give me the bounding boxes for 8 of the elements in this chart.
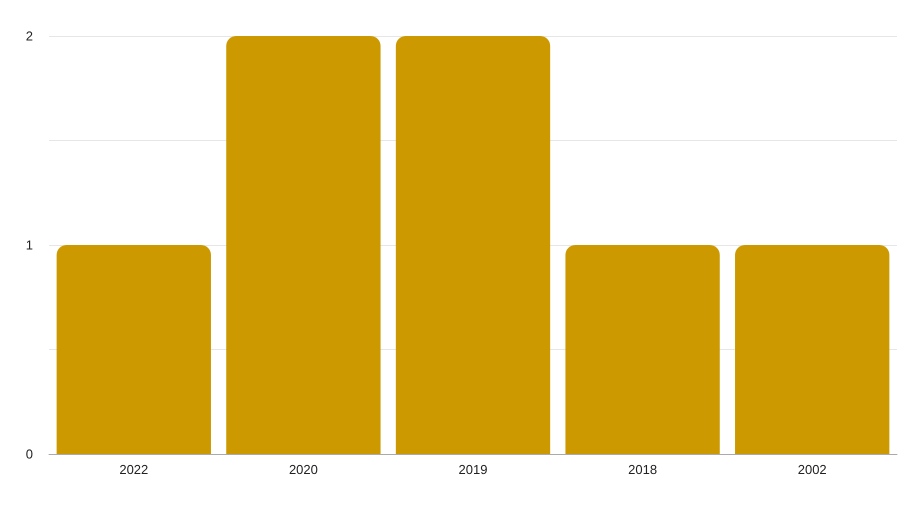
x-tick-label: 2022	[119, 462, 148, 477]
x-tick-label: 2002	[798, 462, 827, 477]
x-tick-label: 2020	[288, 462, 318, 477]
y-tick-label: 0	[26, 446, 33, 462]
x-tick-label: 2019	[458, 462, 488, 477]
x-tick-label: 2018	[628, 462, 658, 477]
y-tick-label: 1	[26, 238, 33, 252]
y-tick-label: 2	[26, 28, 33, 44]
